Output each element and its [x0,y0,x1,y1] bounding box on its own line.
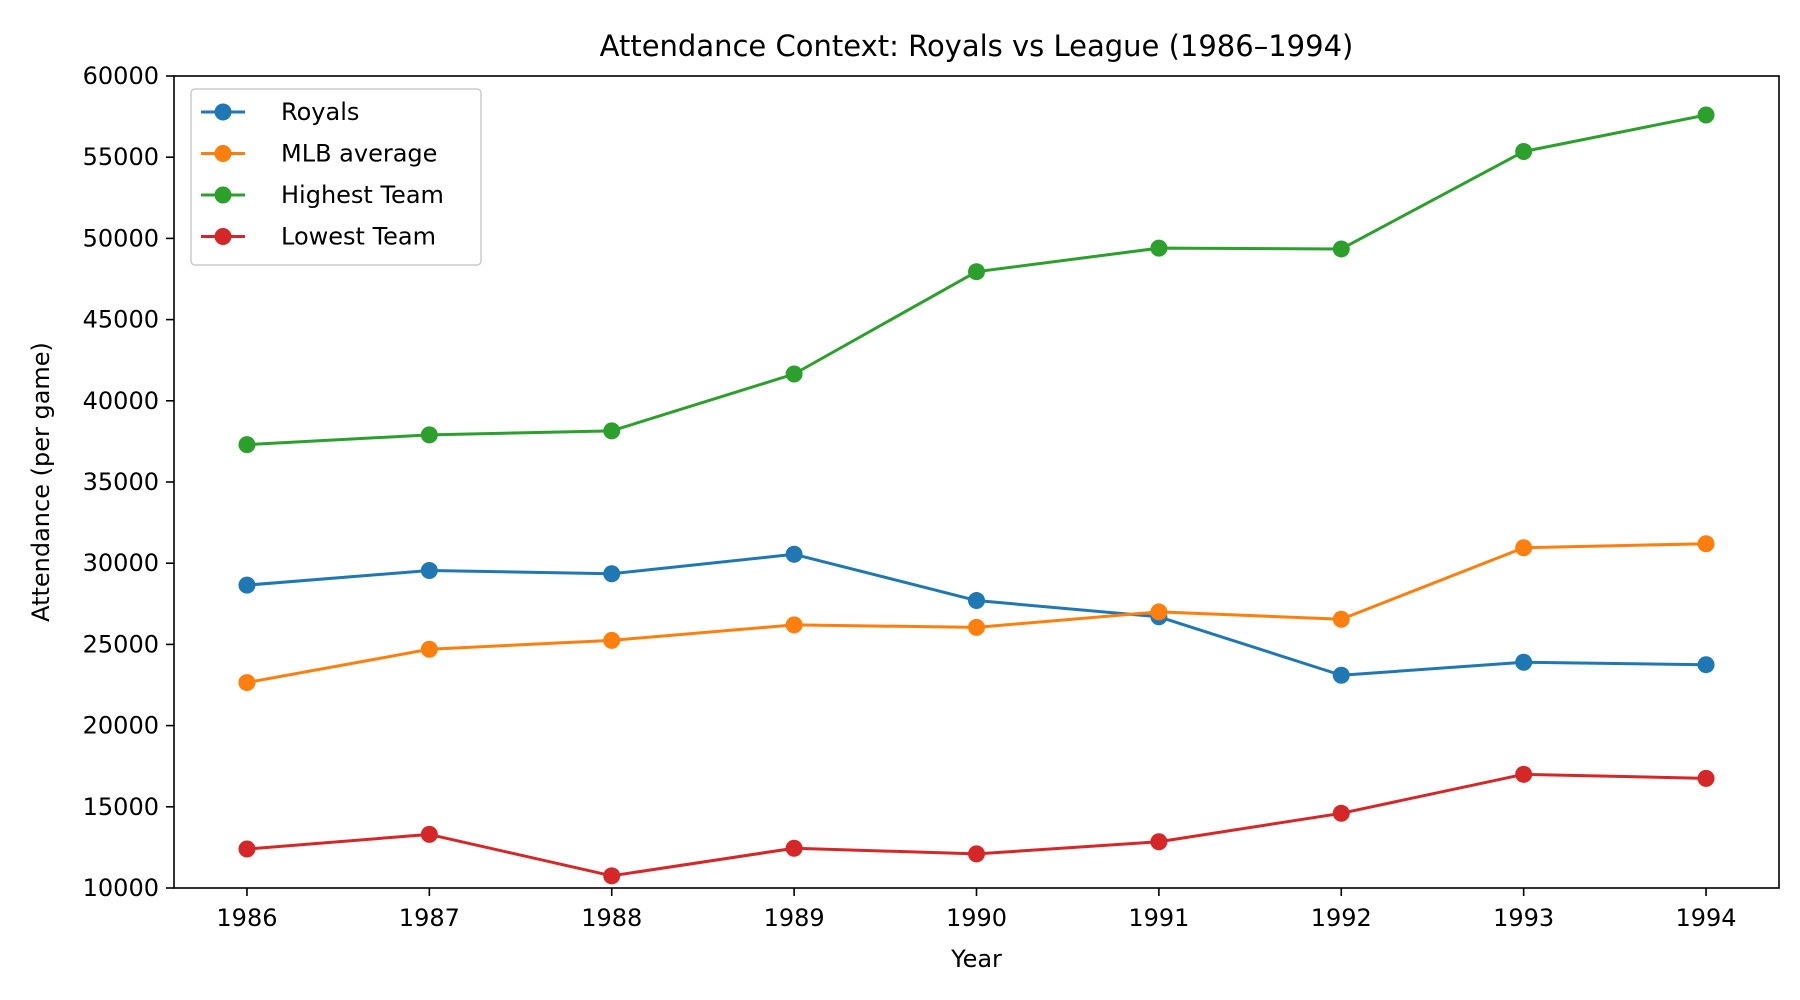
legend: Royals MLB average Highest Team Lowest Team [191,89,481,265]
data-point-lowest-team [1150,833,1167,850]
y-tick-label: 35000 [83,468,159,496]
data-point-lowest-team [968,845,985,862]
y-tick-label: 10000 [83,874,159,902]
data-point-royals [603,565,620,582]
x-tick-label: 1989 [764,904,825,932]
x-tick-label: 1991 [1128,904,1189,932]
data-point-royals [421,562,438,579]
x-axis: 1986 1987 1988 1989 1990 1991 1992 1993 1994 [216,888,1736,932]
data-point-royals [1698,656,1715,673]
data-point-highest-team [1698,106,1715,123]
data-point-mlb-average [1698,535,1715,552]
data-point-mlb-average [421,641,438,658]
data-point-royals [1333,667,1350,684]
y-tick-label: 45000 [83,306,159,334]
data-point-highest-team [1333,240,1350,257]
y-tick-label: 55000 [83,143,159,171]
data-point-lowest-team [603,867,620,884]
x-tick-label: 1990 [946,904,1007,932]
data-point-mlb-average [1150,603,1167,620]
y-tick-label: 50000 [83,224,159,252]
chart-title: Attendance Context: Royals vs League (19… [600,29,1354,63]
legend-label: Lowest Team [281,223,436,251]
y-tick-label: 15000 [83,793,159,821]
y-tick-label: 20000 [83,712,159,740]
data-point-lowest-team [238,841,255,858]
legend-label: MLB average [281,140,437,168]
series-lowest-team [238,766,1714,885]
data-point-mlb-average [238,674,255,691]
data-point-lowest-team [421,826,438,843]
data-point-royals [786,546,803,563]
x-tick-label: 1993 [1493,904,1554,932]
data-point-royals [968,592,985,609]
data-point-mlb-average [1515,539,1532,556]
x-tick-label: 1992 [1311,904,1372,932]
data-point-royals [1515,654,1532,671]
data-point-lowest-team [1333,805,1350,822]
series-mlb-average [238,535,1714,691]
data-point-highest-team [421,426,438,443]
data-point-highest-team [1515,143,1532,160]
x-axis-title: Year [950,945,1002,973]
data-point-lowest-team [786,840,803,857]
legend-swatch-marker [215,104,232,121]
y-axis-title: Attendance (per game) [27,342,55,622]
y-tick-label: 30000 [83,549,159,577]
y-tick-label: 40000 [83,387,159,415]
legend-swatch-marker [215,228,232,245]
data-point-highest-team [1150,240,1167,257]
data-point-royals [238,577,255,594]
data-point-mlb-average [786,616,803,633]
data-point-highest-team [603,422,620,439]
data-point-mlb-average [968,619,985,636]
data-point-lowest-team [1515,766,1532,783]
series-line-royals [247,554,1706,675]
series-line-mlb-average [247,544,1706,683]
x-tick-label: 1994 [1676,904,1737,932]
legend-label: Highest Team [281,181,444,209]
legend-swatch-marker [215,187,232,204]
data-point-highest-team [238,436,255,453]
data-point-highest-team [786,366,803,383]
data-point-mlb-average [603,632,620,649]
line-chart: Attendance Context: Royals vs League (19… [0,0,1800,1000]
series-royals [238,546,1714,684]
y-tick-label: 60000 [83,62,159,90]
legend-swatch-marker [215,145,232,162]
data-point-highest-team [968,263,985,280]
chart-container: Attendance Context: Royals vs League (19… [0,0,1800,1000]
y-axis: 10000 15000 20000 25000 30000 35000 40000 45000… [83,62,174,902]
legend-label: Royals [281,98,359,126]
data-point-mlb-average [1333,611,1350,628]
x-tick-label: 1988 [581,904,642,932]
y-tick-label: 25000 [83,630,159,658]
x-tick-label: 1986 [216,904,277,932]
data-point-lowest-team [1698,770,1715,787]
x-tick-label: 1987 [399,904,460,932]
